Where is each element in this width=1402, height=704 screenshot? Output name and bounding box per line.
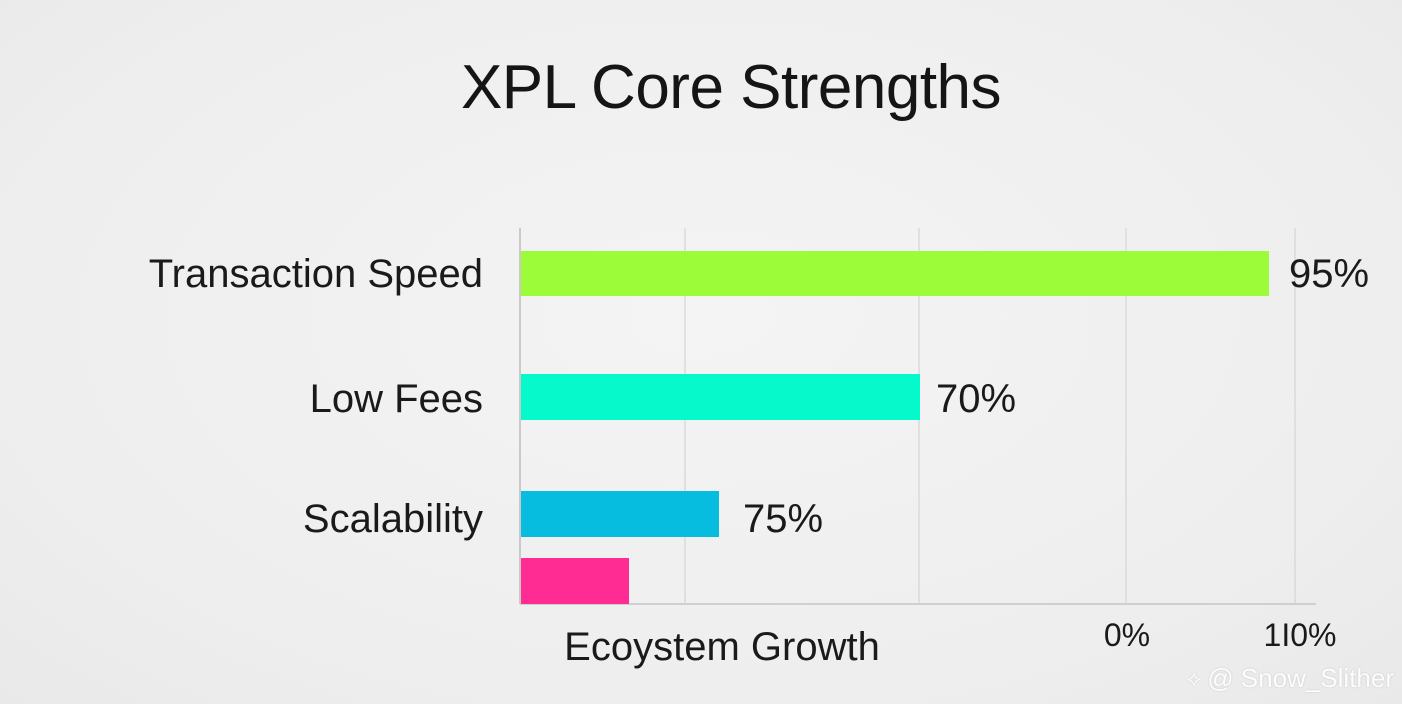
bar-transaction-speed — [521, 251, 1269, 296]
bar-scalability — [521, 491, 719, 537]
x-tick-label: 1I0% — [1264, 617, 1337, 653]
bar-unlabeled — [521, 558, 629, 604]
value-label: 75% — [743, 497, 823, 541]
bar-low-fees — [521, 374, 920, 420]
watermark: ⟡ @ Snow_Slither — [1187, 663, 1394, 694]
category-label: Low Fees — [310, 377, 483, 421]
x-tick-label: 0% — [1104, 617, 1150, 653]
value-label: 95% — [1289, 252, 1369, 296]
category-label: Transaction Speed — [149, 252, 483, 296]
bars — [521, 251, 1269, 604]
labels: Transaction Speed 95% Low Fees 70% Scalabili… — [149, 252, 1369, 669]
category-label: Scalability — [303, 497, 483, 541]
watermark-text: @ Snow_Slither — [1207, 663, 1394, 693]
chart-title: XPL Core Strengths — [460, 53, 1002, 122]
value-label: 70% — [936, 377, 1016, 421]
binance-logo-icon: ⟡ — [1186, 665, 1202, 691]
x-axis-label: Ecoystem Growth — [564, 625, 880, 669]
